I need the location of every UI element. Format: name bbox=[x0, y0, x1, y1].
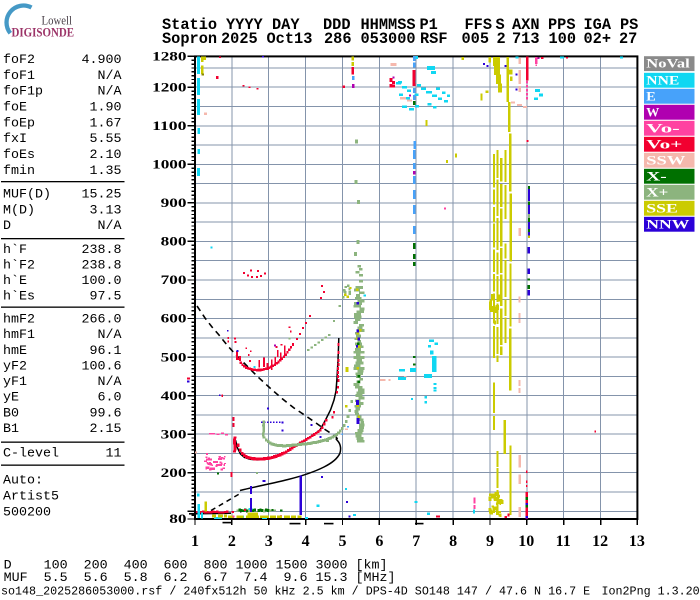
svg-text:X+: X+ bbox=[646, 185, 668, 199]
svg-text:3: 3 bbox=[265, 533, 273, 550]
svg-text:11: 11 bbox=[106, 447, 122, 462]
svg-text:15.25: 15.25 bbox=[82, 188, 122, 203]
svg-text:Vo+: Vo+ bbox=[646, 137, 682, 151]
svg-text:h`Es: h`Es bbox=[3, 290, 35, 305]
svg-text:SSW: SSW bbox=[646, 153, 685, 167]
svg-text:MUF 5.5 5.6 5.8 6.2 6.7: MUF 5.5 5.6 5.8 6.2 6.7 7.4 9.6 15.3 [MH… bbox=[4, 571, 396, 586]
svg-text:X-: X- bbox=[646, 169, 667, 183]
svg-text:700: 700 bbox=[161, 273, 187, 287]
svg-text:100.0: 100.0 bbox=[82, 274, 122, 289]
svg-text:N/A: N/A bbox=[98, 375, 122, 390]
svg-text:so148_2025286053000.rsf / 240f: so148_2025286053000.rsf / 240fx512h 50 k… bbox=[1, 585, 700, 599]
svg-text:6.0: 6.0 bbox=[98, 391, 122, 406]
svg-text:500: 500 bbox=[161, 350, 187, 364]
svg-text:1.67: 1.67 bbox=[90, 116, 122, 131]
svg-text:MUF(D): MUF(D) bbox=[3, 188, 51, 203]
svg-text:SSE: SSE bbox=[646, 201, 678, 215]
svg-text:NNE: NNE bbox=[646, 73, 679, 87]
svg-text:N/A: N/A bbox=[98, 219, 122, 234]
svg-text:9: 9 bbox=[486, 533, 494, 550]
svg-text:1280: 1280 bbox=[152, 50, 186, 64]
svg-text:B1: B1 bbox=[3, 422, 19, 437]
svg-text:800: 800 bbox=[161, 235, 187, 249]
svg-text:13: 13 bbox=[629, 533, 645, 550]
svg-text:D 100 200 400 600 800 1: D 100 200 400 600 800 1000 1500 3000 [km… bbox=[4, 558, 388, 573]
svg-text:yF2: yF2 bbox=[3, 359, 27, 374]
svg-text:1: 1 bbox=[191, 533, 199, 550]
svg-text:yE: yE bbox=[3, 391, 19, 406]
svg-text:600: 600 bbox=[161, 312, 187, 326]
svg-text:B0: B0 bbox=[3, 406, 19, 421]
svg-text:400: 400 bbox=[161, 389, 187, 403]
svg-text:h`F: h`F bbox=[3, 243, 27, 258]
svg-text:NNW: NNW bbox=[646, 217, 689, 231]
svg-text:238.8: 238.8 bbox=[82, 258, 122, 273]
svg-text:4: 4 bbox=[302, 533, 310, 550]
svg-text:1.35: 1.35 bbox=[90, 164, 122, 179]
svg-text:200: 200 bbox=[161, 466, 187, 480]
svg-text:8: 8 bbox=[449, 533, 457, 550]
svg-text:3.13: 3.13 bbox=[90, 203, 122, 218]
svg-text:11: 11 bbox=[556, 533, 571, 550]
svg-text:Artist5: Artist5 bbox=[3, 490, 59, 505]
svg-text:N/A: N/A bbox=[98, 328, 122, 343]
svg-text:foEs: foEs bbox=[3, 148, 35, 163]
svg-text:5.55: 5.55 bbox=[90, 132, 122, 147]
svg-text:300: 300 bbox=[161, 427, 187, 441]
svg-text:2: 2 bbox=[228, 533, 236, 550]
svg-text:266.0: 266.0 bbox=[82, 313, 122, 328]
svg-text:hmF1: hmF1 bbox=[3, 328, 35, 343]
svg-text:2.10: 2.10 bbox=[90, 148, 122, 163]
svg-text:5: 5 bbox=[339, 533, 347, 550]
svg-text:hmF2: hmF2 bbox=[3, 313, 35, 328]
svg-text:10: 10 bbox=[518, 533, 534, 550]
svg-text:2.15: 2.15 bbox=[90, 422, 122, 437]
svg-text:6: 6 bbox=[375, 533, 383, 550]
svg-text:N/A: N/A bbox=[98, 69, 122, 84]
svg-text:N/A: N/A bbox=[98, 85, 122, 100]
svg-text:foF1: foF1 bbox=[3, 69, 35, 84]
svg-text:80: 80 bbox=[169, 512, 186, 526]
svg-text:100.6: 100.6 bbox=[82, 359, 122, 374]
svg-text:1.90: 1.90 bbox=[90, 101, 122, 116]
svg-text:1000: 1000 bbox=[152, 158, 186, 172]
svg-text:DIGISONDE: DIGISONDE bbox=[12, 26, 75, 40]
svg-text:fmin: fmin bbox=[3, 164, 35, 179]
svg-text:Lowell: Lowell bbox=[42, 14, 73, 28]
svg-text:900: 900 bbox=[161, 196, 187, 210]
svg-text:D: D bbox=[3, 219, 11, 234]
svg-text:M(D): M(D) bbox=[3, 203, 35, 218]
svg-text:foEp: foEp bbox=[3, 116, 35, 131]
svg-text:238.8: 238.8 bbox=[82, 243, 122, 258]
svg-text:4.900: 4.900 bbox=[82, 53, 122, 68]
svg-text:Auto:: Auto: bbox=[3, 474, 43, 489]
svg-text:foF2: foF2 bbox=[3, 53, 35, 68]
svg-text:97.5: 97.5 bbox=[90, 290, 122, 305]
svg-text:h`F2: h`F2 bbox=[3, 258, 35, 273]
svg-text:500200: 500200 bbox=[3, 506, 51, 521]
svg-text:1100: 1100 bbox=[152, 119, 186, 133]
svg-text:hmE: hmE bbox=[3, 344, 27, 359]
svg-text:foE: foE bbox=[3, 101, 27, 116]
svg-text:99.6: 99.6 bbox=[90, 406, 122, 421]
svg-text:foF1p: foF1p bbox=[3, 85, 43, 100]
svg-text:12: 12 bbox=[592, 533, 608, 550]
svg-text:E: E bbox=[646, 89, 656, 103]
svg-text:1200: 1200 bbox=[152, 80, 186, 94]
svg-text:C-level: C-level bbox=[3, 447, 59, 462]
svg-text:fxI: fxI bbox=[3, 132, 27, 147]
svg-text:96.1: 96.1 bbox=[90, 344, 122, 359]
svg-text:7: 7 bbox=[412, 533, 420, 550]
svg-text:Vo-: Vo- bbox=[646, 121, 680, 135]
svg-text:yF1: yF1 bbox=[3, 375, 27, 390]
svg-text:h`E: h`E bbox=[3, 274, 27, 289]
svg-text:NoVal: NoVal bbox=[646, 57, 690, 71]
svg-text:W: W bbox=[646, 105, 659, 119]
